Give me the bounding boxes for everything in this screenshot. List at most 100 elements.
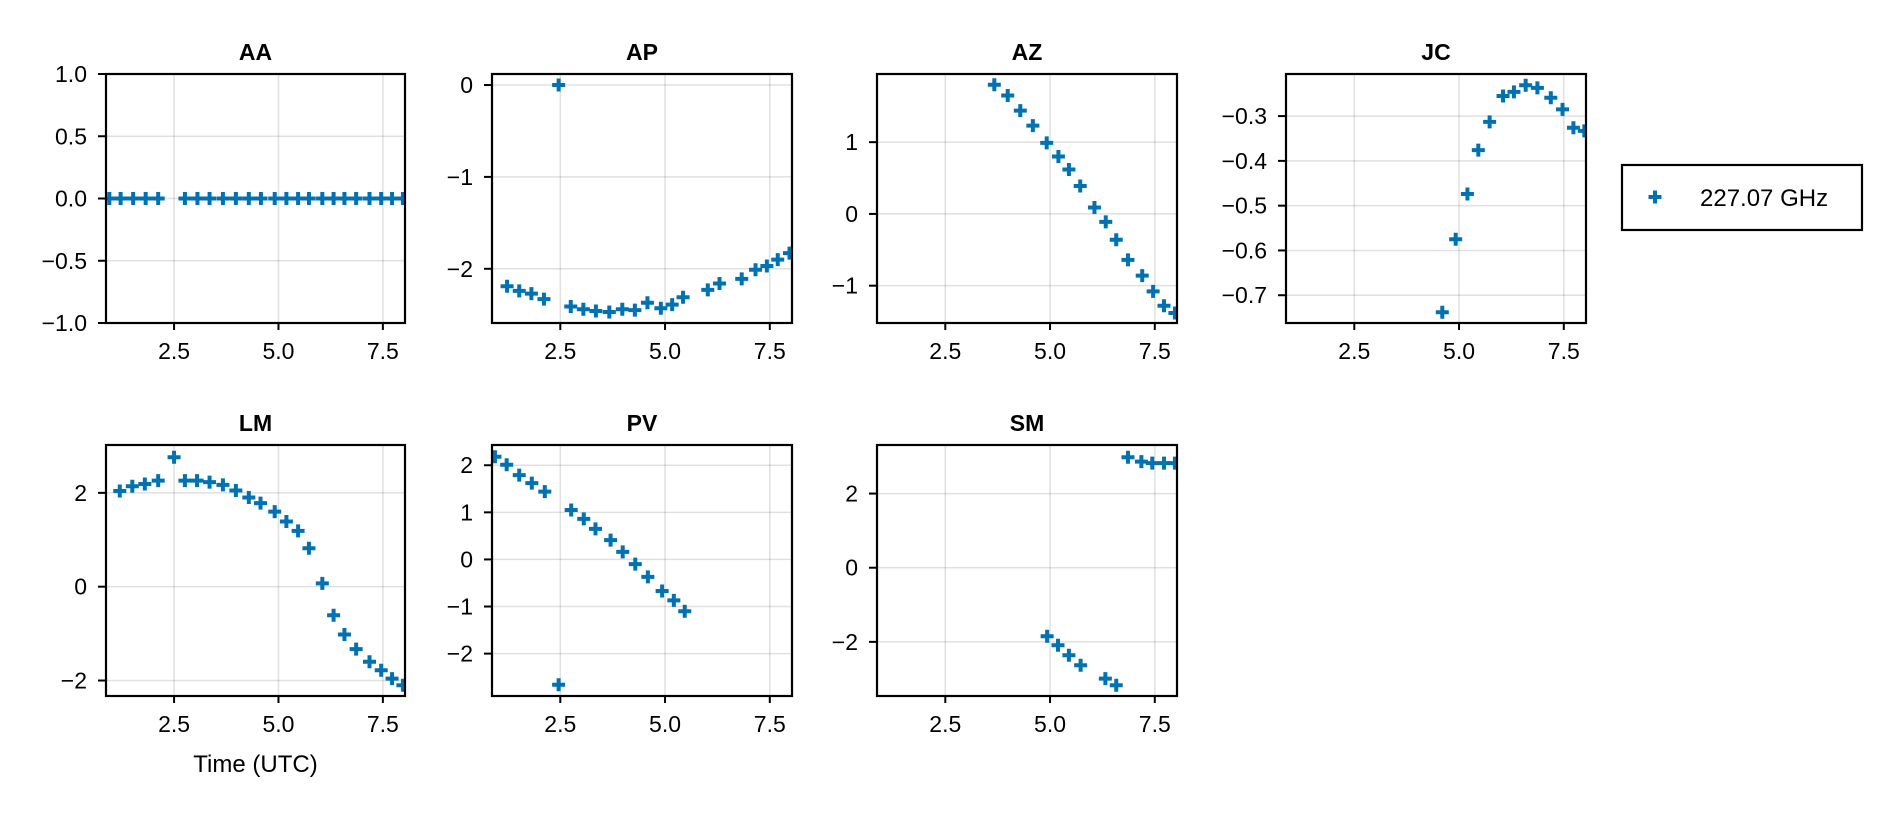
subplot-ap: 2.5 5.0 7.5 −2 −1 0 AP: [447, 39, 794, 364]
data-point: [178, 474, 192, 488]
data-point: [524, 287, 538, 301]
legend-marker: [1648, 190, 1662, 204]
y-tick-label: 0.5: [55, 123, 87, 149]
data-point: [1013, 104, 1027, 118]
axes-frame: [104, 443, 407, 698]
data-point: [588, 522, 602, 536]
data-point: [564, 503, 578, 517]
subplot-lm: 2.5 5.0 7.5 −2 0 2 LM Time (UTC): [61, 410, 407, 778]
data-point: [1051, 150, 1065, 164]
data-point: [628, 557, 642, 571]
data-point: [1496, 89, 1510, 103]
data-point: [242, 192, 256, 205]
data-point: [628, 303, 642, 317]
y-tick-label: −0.5: [42, 248, 87, 274]
data-point: [500, 279, 514, 293]
data-point: [337, 192, 351, 205]
data-point: [1135, 269, 1149, 283]
y-tick-label: 0.0: [55, 186, 87, 212]
axes-frame: [490, 72, 794, 325]
data-point: [242, 491, 256, 505]
data-point: [512, 284, 526, 298]
axes-frame: [104, 72, 407, 325]
data-point: [1483, 115, 1497, 129]
data-point: [106, 192, 116, 205]
data-point: [327, 608, 341, 622]
x-tick-label: 5.0: [649, 711, 681, 737]
data-point: [1121, 253, 1135, 267]
legend-label: 227.07 GHz: [1700, 185, 1828, 212]
data-point: [537, 292, 551, 306]
data-point: [492, 450, 502, 464]
data-point: [151, 192, 165, 205]
subplot-title: AA: [239, 39, 272, 65]
data-point: [1471, 143, 1485, 157]
x-tick-label: 5.0: [1034, 711, 1066, 737]
x-tick-label: 2.5: [929, 711, 961, 737]
x-tick-label: 7.5: [754, 711, 786, 737]
data-point: [315, 576, 329, 590]
data-point: [1544, 91, 1558, 105]
data-point: [1001, 89, 1015, 103]
y-tick-label: −1.0: [42, 310, 87, 336]
x-tick-label: 7.5: [1139, 338, 1171, 364]
data-point: [1099, 215, 1113, 229]
data-point: [577, 512, 591, 526]
subplot-az: 2.5 5.0 7.5 −1 0 1 AZ: [832, 39, 1179, 364]
y-tick-label: 1: [845, 129, 858, 155]
data-point: [564, 299, 578, 313]
data-point: [151, 474, 165, 488]
subplot-aa: 2.5 5.0 7.5 −1.0 −0.5 0.0 0.5 1.0 AA: [42, 39, 407, 364]
data-point: [291, 524, 305, 538]
data-point: [589, 304, 603, 318]
legend-box: [1620, 163, 1864, 232]
data-point: [654, 301, 668, 315]
data-point: [760, 259, 774, 273]
data-point: [337, 628, 351, 642]
data-point: [1062, 162, 1076, 176]
subplot-title: LM: [239, 410, 272, 436]
data-point: [125, 479, 139, 493]
data-point: [216, 478, 230, 492]
y-tick-label: 0: [845, 555, 858, 581]
data-point: [1026, 119, 1040, 133]
data-point: [327, 192, 341, 205]
data-point: [113, 484, 127, 498]
data-point: [396, 192, 405, 205]
x-tick-label: 2.5: [158, 711, 190, 737]
data-point: [268, 505, 282, 519]
data-point: [616, 545, 630, 559]
data-point: [1168, 306, 1177, 320]
data-point: [302, 541, 316, 555]
y-tick-label: −2: [447, 256, 473, 282]
data-point: [315, 192, 329, 205]
y-tick-label: −2: [447, 641, 473, 667]
y-tick-label: −0.5: [1222, 193, 1267, 219]
series-points: [1040, 450, 1177, 692]
data-point: [987, 78, 1001, 92]
data-point: [1040, 629, 1054, 643]
data-point: [178, 192, 192, 205]
y-tick-label: −0.6: [1222, 237, 1267, 263]
data-point: [167, 450, 181, 464]
data-point: [1109, 233, 1123, 247]
y-tick-label: 0: [74, 574, 87, 600]
x-tick-label: 5.0: [1034, 338, 1066, 364]
data-point: [114, 192, 128, 205]
data-point: [1121, 450, 1135, 464]
data-point: [1449, 232, 1463, 246]
subplots: 2.5 5.0 7.5 −1.0 −0.5 0.0 0.5 1.0 AA 2.5 5.0 7.5 −2 −…: [42, 39, 1588, 778]
data-point: [1577, 124, 1586, 138]
data-point: [641, 570, 655, 584]
data-point: [640, 296, 654, 310]
data-point: [363, 192, 377, 205]
data-point: [302, 192, 316, 205]
axes-frame: [490, 443, 794, 698]
data-point: [138, 477, 152, 491]
data-point: [552, 78, 566, 92]
data-point: [1530, 81, 1544, 95]
data-point: [1435, 305, 1449, 319]
data-point: [552, 678, 566, 692]
data-point: [735, 272, 749, 286]
data-point: [576, 302, 590, 316]
